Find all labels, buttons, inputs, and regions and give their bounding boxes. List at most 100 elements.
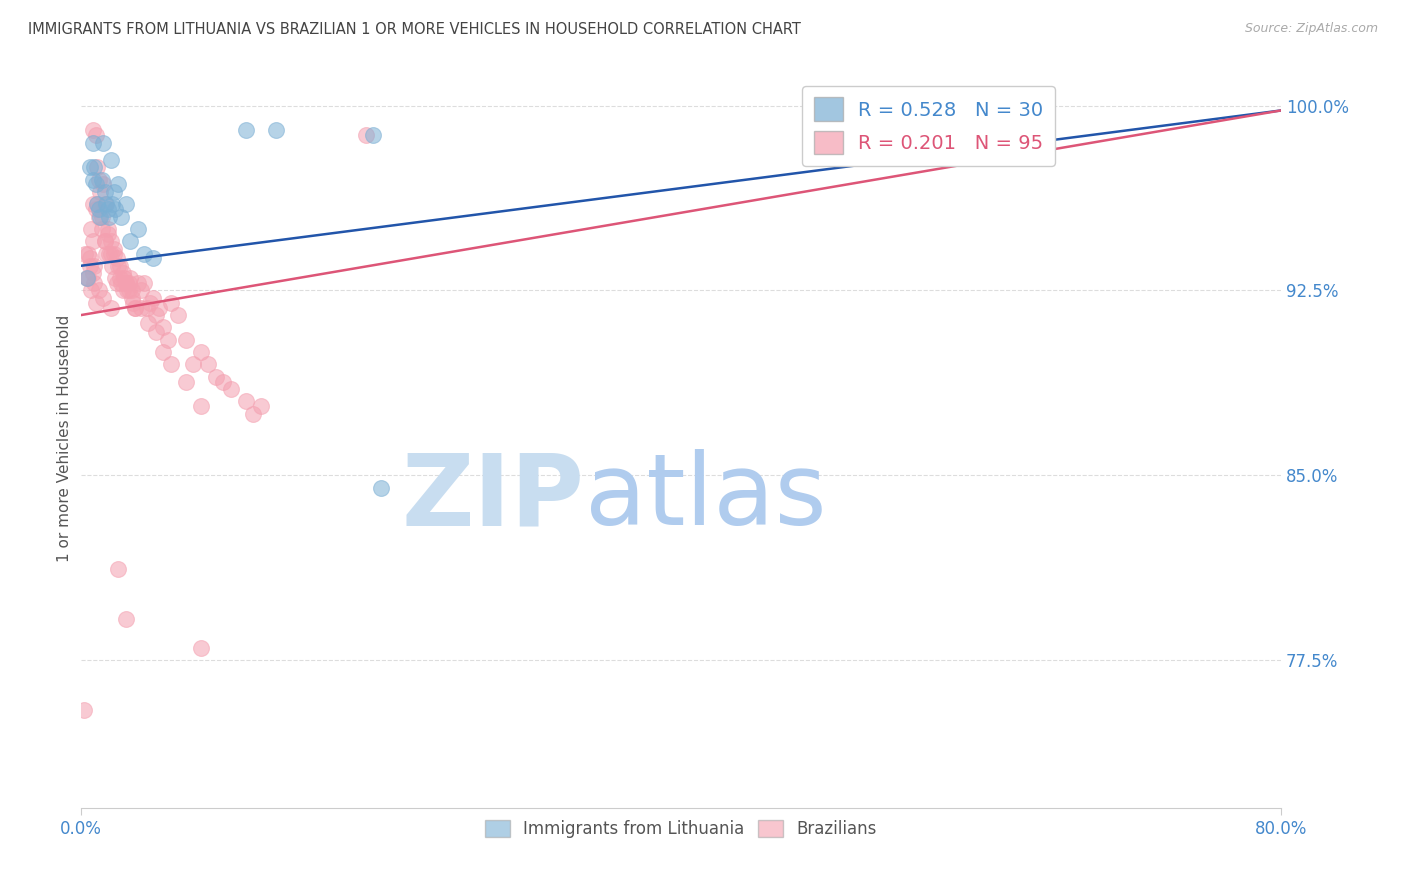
Point bbox=[136, 316, 159, 330]
Point bbox=[152, 320, 174, 334]
Point bbox=[174, 375, 197, 389]
Text: Source: ZipAtlas.com: Source: ZipAtlas.com bbox=[1244, 22, 1378, 36]
Point bbox=[101, 197, 124, 211]
Point bbox=[103, 185, 125, 199]
Point bbox=[212, 375, 235, 389]
Point bbox=[124, 301, 146, 315]
Point bbox=[100, 246, 122, 260]
Point bbox=[87, 202, 110, 216]
Point bbox=[159, 358, 181, 372]
Point bbox=[104, 271, 127, 285]
Point bbox=[101, 259, 124, 273]
Point bbox=[84, 128, 107, 142]
Point bbox=[118, 234, 141, 248]
Point bbox=[219, 382, 242, 396]
Point bbox=[174, 333, 197, 347]
Point bbox=[111, 266, 134, 280]
Point bbox=[235, 123, 257, 137]
Point bbox=[90, 172, 112, 186]
Point bbox=[89, 210, 111, 224]
Point bbox=[132, 276, 155, 290]
Point bbox=[91, 178, 114, 192]
Point bbox=[152, 345, 174, 359]
Point bbox=[124, 301, 146, 315]
Legend: Immigrants from Lithuania, Brazilians: Immigrants from Lithuania, Brazilians bbox=[478, 813, 883, 845]
Point bbox=[79, 259, 101, 273]
Point bbox=[107, 562, 129, 576]
Point bbox=[87, 172, 110, 186]
Point bbox=[121, 291, 143, 305]
Point bbox=[73, 246, 96, 260]
Point bbox=[86, 160, 108, 174]
Point bbox=[127, 276, 149, 290]
Point bbox=[127, 222, 149, 236]
Point bbox=[79, 252, 101, 266]
Point bbox=[118, 271, 141, 285]
Point bbox=[156, 333, 179, 347]
Point bbox=[159, 295, 181, 310]
Point bbox=[145, 308, 167, 322]
Point bbox=[96, 227, 118, 241]
Point bbox=[77, 271, 100, 285]
Point bbox=[87, 210, 110, 224]
Point bbox=[96, 222, 118, 236]
Point bbox=[354, 128, 377, 142]
Point bbox=[181, 358, 204, 372]
Point bbox=[204, 369, 226, 384]
Point bbox=[91, 136, 114, 150]
Point bbox=[132, 246, 155, 260]
Point bbox=[100, 301, 122, 315]
Point bbox=[84, 202, 107, 216]
Point bbox=[93, 234, 115, 248]
Point bbox=[77, 246, 100, 260]
Point bbox=[82, 234, 104, 248]
Point bbox=[138, 295, 160, 310]
Point bbox=[141, 291, 163, 305]
Point bbox=[84, 295, 107, 310]
Point bbox=[108, 259, 131, 273]
Point bbox=[370, 481, 392, 495]
Point bbox=[141, 252, 163, 266]
Point bbox=[105, 252, 128, 266]
Point bbox=[103, 246, 125, 260]
Point bbox=[93, 185, 115, 199]
Y-axis label: 1 or more Vehicles in Household: 1 or more Vehicles in Household bbox=[58, 315, 72, 562]
Point bbox=[93, 197, 115, 211]
Point bbox=[80, 284, 103, 298]
Point bbox=[76, 271, 98, 285]
Point bbox=[82, 172, 104, 186]
Point bbox=[122, 295, 145, 310]
Point bbox=[100, 234, 122, 248]
Point bbox=[87, 284, 110, 298]
Point bbox=[117, 276, 139, 290]
Point bbox=[76, 271, 98, 285]
Point bbox=[111, 284, 134, 298]
Point bbox=[115, 284, 138, 298]
Point bbox=[83, 276, 105, 290]
Point bbox=[82, 123, 104, 137]
Point bbox=[83, 160, 105, 174]
Point bbox=[79, 160, 101, 174]
Point bbox=[72, 703, 94, 717]
Point bbox=[114, 276, 136, 290]
Point bbox=[110, 210, 132, 224]
Point bbox=[82, 197, 104, 211]
Point bbox=[84, 178, 107, 192]
Point bbox=[110, 276, 132, 290]
Point bbox=[190, 641, 212, 656]
Point bbox=[104, 202, 127, 216]
Point bbox=[93, 234, 115, 248]
Point bbox=[100, 153, 122, 167]
Point bbox=[90, 210, 112, 224]
Point bbox=[361, 128, 384, 142]
Point bbox=[249, 400, 271, 414]
Point bbox=[98, 210, 121, 224]
Point bbox=[105, 276, 128, 290]
Point bbox=[190, 400, 212, 414]
Point bbox=[112, 271, 135, 285]
Point bbox=[197, 358, 219, 372]
Point bbox=[117, 284, 139, 298]
Point bbox=[135, 301, 157, 315]
Text: ZIP: ZIP bbox=[402, 450, 585, 546]
Point bbox=[96, 202, 118, 216]
